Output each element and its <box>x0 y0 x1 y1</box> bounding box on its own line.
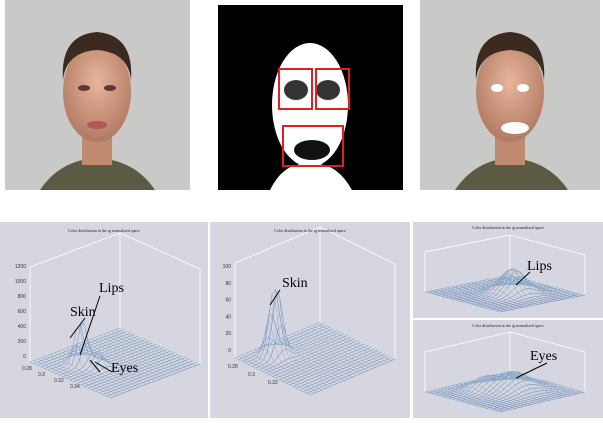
face-photo-marked <box>420 0 600 190</box>
y-tick-label: 40 <box>225 314 231 320</box>
x-tick-label: 0.3 <box>248 372 255 378</box>
plot-bg <box>413 222 603 318</box>
annotation-label: Skin <box>282 276 308 291</box>
annotation-label: Lips <box>99 281 124 296</box>
plot-title: Color distribution in the rg normalized … <box>68 228 140 233</box>
x-tick-label: 0.34 <box>70 384 80 390</box>
x-tick-label: 0.28 <box>228 364 238 370</box>
y-tick-label: 0 <box>23 354 26 360</box>
y-tick-label: 400 <box>18 324 27 330</box>
annotation-label: Lips <box>527 259 552 274</box>
y-tick-label: 800 <box>18 294 27 300</box>
plot-title: Color distribution in the rg normalized … <box>274 228 346 233</box>
y-tick-label: 1200 <box>15 264 26 270</box>
face-photo <box>5 0 190 190</box>
x-tick-label: 0.32 <box>268 380 278 386</box>
x-tick-label: 0.3 <box>38 372 45 378</box>
x-tick-label: 0.28 <box>22 366 32 372</box>
y-tick-label: 1000 <box>15 279 26 285</box>
y-tick-label: 80 <box>225 281 231 287</box>
y-tick-label: 200 <box>18 339 27 345</box>
y-tick-label: 60 <box>225 298 231 304</box>
figure: Color distribution in the rg normalized … <box>0 0 603 423</box>
plot-title: Color distribution in the rg normalized … <box>472 225 544 230</box>
y-tick-label: 20 <box>225 331 231 337</box>
annotation-label: Eyes <box>530 349 557 364</box>
y-tick-label: 0 <box>228 348 231 354</box>
x-tick-label: 0.32 <box>54 378 64 384</box>
annotation-label: Skin <box>70 305 96 320</box>
plot-title: Color distribution in the rg normalized … <box>472 323 544 328</box>
y-tick-label: 600 <box>18 309 27 315</box>
y-tick-label: 100 <box>223 264 232 270</box>
skin-mask <box>218 5 403 190</box>
annotation-label: Eyes <box>111 361 138 376</box>
